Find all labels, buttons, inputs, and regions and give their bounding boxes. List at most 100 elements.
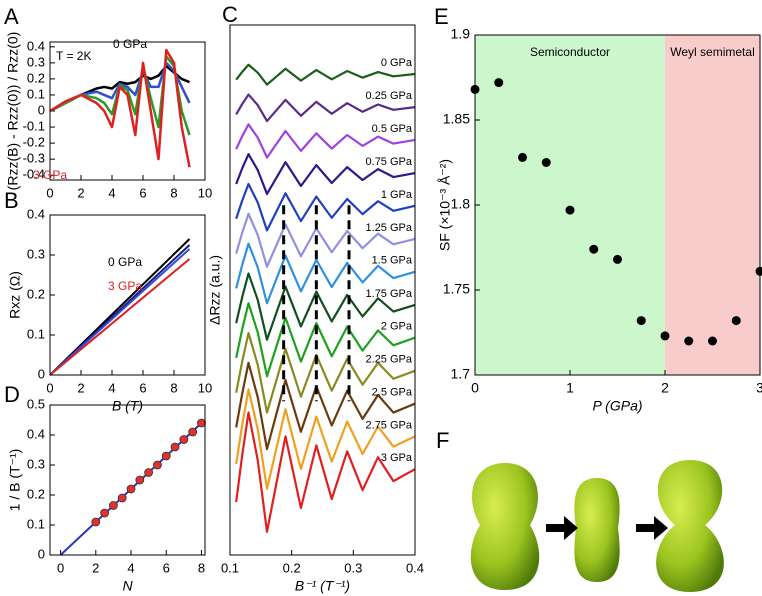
- arrow: [546, 516, 578, 540]
- x-tick-label: 8: [170, 380, 177, 395]
- series-line: [235, 411, 416, 533]
- series-line: [235, 182, 416, 232]
- series-line: [235, 153, 416, 196]
- series-line: [49, 258, 191, 376]
- region: [475, 35, 665, 375]
- annotation: T = 2K: [56, 49, 91, 63]
- y-tick-label: 0.3: [27, 456, 45, 471]
- annotation: 3 GPa: [108, 279, 142, 293]
- x-tick-label: 2: [661, 380, 669, 396]
- plot-frame: [49, 41, 206, 181]
- series-line: [49, 48, 191, 168]
- y-tick-label: 1.75: [443, 281, 470, 297]
- annotation: 0 GPa: [113, 37, 147, 51]
- series-line: [235, 123, 416, 159]
- y-tick-label: 0.1: [27, 516, 45, 531]
- y-tick-label: 0.2: [27, 286, 45, 301]
- series-line: [49, 64, 190, 113]
- x-tick-label: 3: [756, 380, 762, 396]
- x-tick-label: 4: [108, 380, 115, 395]
- fermi-surface: [656, 460, 724, 592]
- y-axis-label: SF (×10⁻³ Å⁻²): [437, 159, 453, 251]
- point: [613, 254, 622, 264]
- series-line: [235, 212, 416, 268]
- point: [117, 493, 127, 503]
- x-axis-label: B⁻¹ (T⁻¹): [295, 578, 350, 594]
- series-label: 2 GPa: [381, 321, 413, 333]
- series-label: 1.75 GPa: [366, 288, 413, 300]
- y-tick-label: 0.4: [27, 426, 45, 441]
- x-tick-label: 0: [46, 380, 53, 395]
- point: [188, 427, 198, 437]
- point: [179, 435, 189, 444]
- x-axis-label: N: [122, 578, 133, 594]
- x-tick-label: 2: [92, 560, 99, 575]
- point: [135, 475, 145, 485]
- x-tick-label: 0: [57, 560, 64, 575]
- y-tick-label: 1.8: [451, 196, 471, 212]
- point: [541, 158, 551, 167]
- series-label: 1.5 GPa: [372, 255, 413, 267]
- series-label: 1 GPa: [381, 189, 413, 201]
- x-tick-label: 4: [108, 185, 115, 200]
- series-line: [235, 63, 416, 86]
- y-axis-label: 1 / B (T⁻¹): [7, 449, 23, 512]
- y-tick-label: -0.2: [23, 135, 45, 150]
- y-tick-label: 0.2: [27, 486, 45, 501]
- series-line: [49, 248, 191, 376]
- y-tick-label: 0: [38, 102, 45, 117]
- plot-frame: [474, 34, 761, 376]
- series-label: 2.75 GPa: [366, 419, 413, 431]
- series-label: 3 GPa: [381, 452, 413, 464]
- point: [731, 316, 741, 326]
- x-tick-label: 1: [566, 380, 574, 396]
- point: [91, 517, 101, 527]
- y-tick-label: 0.4: [27, 38, 45, 53]
- y-axis-label: ΔRzz (a.u.): [207, 255, 223, 325]
- panel-label: B: [4, 188, 19, 213]
- point: [109, 501, 118, 510]
- point: [494, 78, 504, 88]
- y-tick-label: 0: [38, 366, 45, 381]
- fermi-surface: [470, 463, 540, 590]
- point: [126, 484, 136, 494]
- x-axis-label: B (T): [112, 398, 143, 414]
- point: [100, 508, 110, 518]
- region: [665, 35, 760, 375]
- y-tick-label: 0.3: [27, 246, 45, 261]
- series-line: [235, 331, 416, 414]
- y-tick-label: -0.1: [23, 118, 45, 133]
- x-tick-label: 6: [139, 380, 146, 395]
- point: [684, 336, 694, 346]
- series-label: 0.75 GPa: [366, 156, 413, 168]
- x-tick-label: 10: [198, 185, 212, 200]
- x-tick-label: 0: [471, 380, 479, 396]
- series-label: 1.25 GPa: [366, 222, 413, 234]
- y-tick-label: 0.5: [27, 396, 45, 411]
- x-tick-label: 0: [46, 185, 53, 200]
- point: [144, 468, 154, 477]
- series-line: [49, 61, 191, 113]
- point: [589, 244, 599, 254]
- y-tick-label: 0.1: [27, 326, 45, 341]
- annotation: 0 GPa: [108, 255, 142, 269]
- y-tick-label: 0: [38, 546, 45, 561]
- x-tick-label: 8: [198, 560, 205, 575]
- x-tick-label: 0.2: [283, 560, 301, 575]
- point: [153, 460, 162, 470]
- y-tick-label: 0.2: [27, 70, 45, 85]
- y-tick-label: 0.1: [27, 86, 45, 101]
- y-tick-label: 0.3: [27, 54, 45, 69]
- series-line: [235, 388, 416, 490]
- region-label: Semiconductor: [530, 45, 610, 59]
- series-line: [235, 361, 416, 451]
- x-tick-label: 6: [139, 185, 146, 200]
- x-tick-label: 8: [170, 185, 177, 200]
- y-tick-label: 1.9: [451, 26, 471, 42]
- x-tick-label: 2: [77, 185, 84, 200]
- point: [565, 205, 575, 215]
- panel-label: D: [4, 382, 20, 407]
- y-axis-label: Rxz (Ω): [7, 271, 23, 319]
- plot-frame: [229, 24, 416, 556]
- panel-label: E: [434, 4, 449, 29]
